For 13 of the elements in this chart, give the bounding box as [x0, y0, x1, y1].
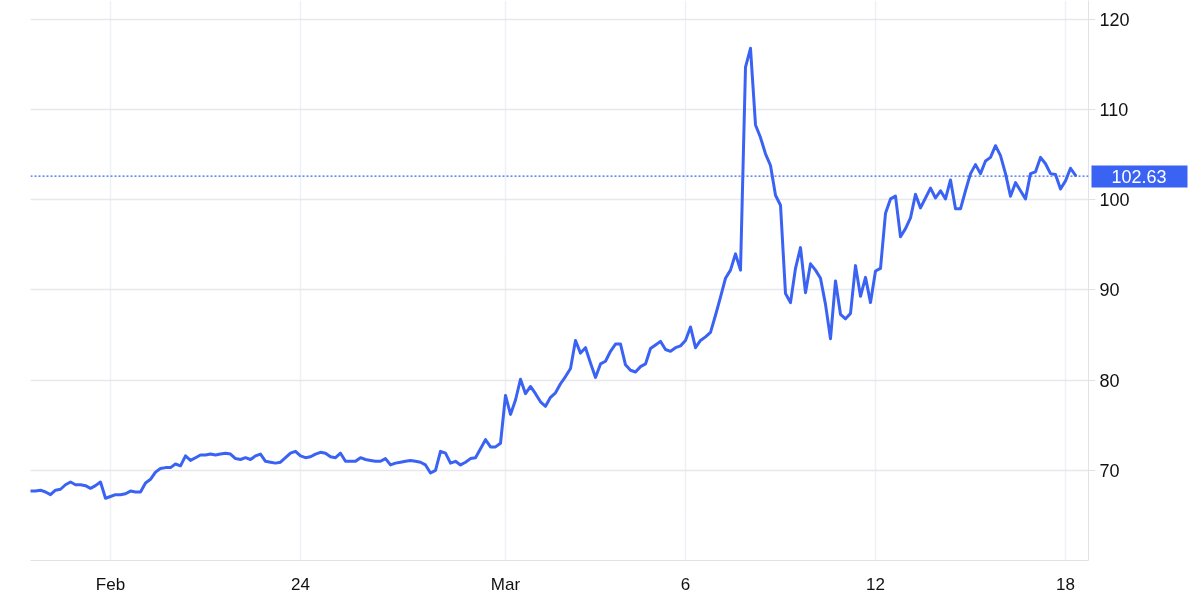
- y-tick-label: 80: [1099, 370, 1120, 391]
- x-tick-label: Feb: [95, 574, 126, 594]
- x-tick-label: 24: [291, 574, 310, 594]
- x-tick-label: 12: [866, 574, 885, 594]
- x-tick-label: 6: [680, 574, 691, 594]
- x-tick-label: 18: [1056, 574, 1075, 594]
- y-tick-label: 70: [1099, 460, 1120, 481]
- y-tick-label: 120: [1099, 9, 1130, 30]
- ref-line-label: 102.63: [1111, 166, 1167, 187]
- y-tick-label: 110: [1099, 100, 1129, 121]
- y-tick-label: 100: [1099, 190, 1130, 211]
- x-tick-label: Mar: [490, 574, 521, 594]
- y-tick-label: 90: [1099, 280, 1120, 301]
